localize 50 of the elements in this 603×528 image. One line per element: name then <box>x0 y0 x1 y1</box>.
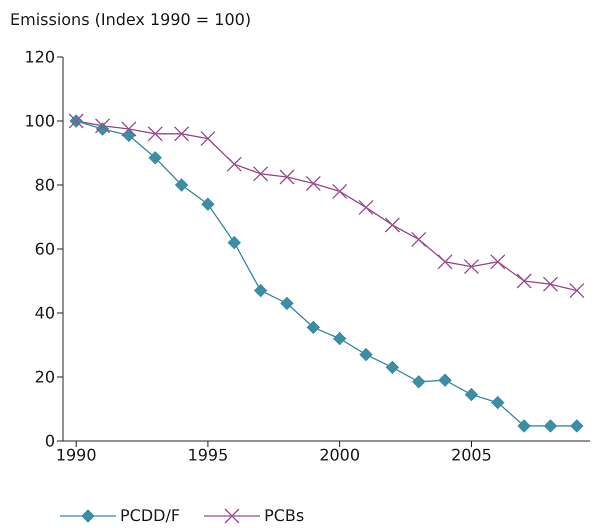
point <box>94 118 110 134</box>
x-tick-label: 1995 <box>188 445 228 464</box>
point <box>570 419 584 432</box>
legend-label: PCDD/F <box>120 506 180 525</box>
point <box>254 284 268 298</box>
point <box>252 166 268 182</box>
point <box>306 320 320 334</box>
point <box>491 396 504 410</box>
point <box>518 419 531 432</box>
y-tick-label: 60 <box>34 240 55 259</box>
x-tick-label: 1990 <box>56 445 97 464</box>
y-tick-label: 40 <box>34 304 55 323</box>
y-tick-label: 100 <box>24 112 55 131</box>
point <box>333 332 346 346</box>
point <box>438 374 452 387</box>
point <box>201 198 214 211</box>
point <box>200 130 216 146</box>
point <box>411 232 426 248</box>
point <box>148 126 163 142</box>
point <box>279 169 295 185</box>
point <box>148 151 162 164</box>
point <box>516 273 532 289</box>
point <box>358 200 374 216</box>
point <box>464 258 480 274</box>
point <box>226 156 242 172</box>
y-tick-label: 120 <box>24 48 55 67</box>
point <box>569 282 584 298</box>
y-axis-title: Emissions (Index 1990 = 100) <box>10 10 252 29</box>
point <box>228 236 241 250</box>
point <box>437 254 453 270</box>
x-tick-label: 2000 <box>319 445 360 464</box>
point <box>306 176 321 192</box>
y-tick-label: 20 <box>34 368 55 387</box>
point <box>332 184 348 200</box>
legend-label: PCBs <box>264 506 304 525</box>
point <box>360 348 373 362</box>
point <box>121 121 137 137</box>
x-tick-label: 2005 <box>451 445 492 464</box>
point <box>174 126 190 142</box>
point <box>386 360 399 374</box>
point <box>280 296 294 310</box>
point <box>464 388 478 402</box>
point <box>544 419 557 432</box>
point <box>490 254 506 270</box>
point <box>384 217 400 233</box>
y-tick-label: 0 <box>44 432 55 451</box>
point <box>412 375 426 388</box>
point <box>542 276 558 292</box>
point <box>175 178 188 192</box>
y-tick-label: 80 <box>34 176 55 195</box>
